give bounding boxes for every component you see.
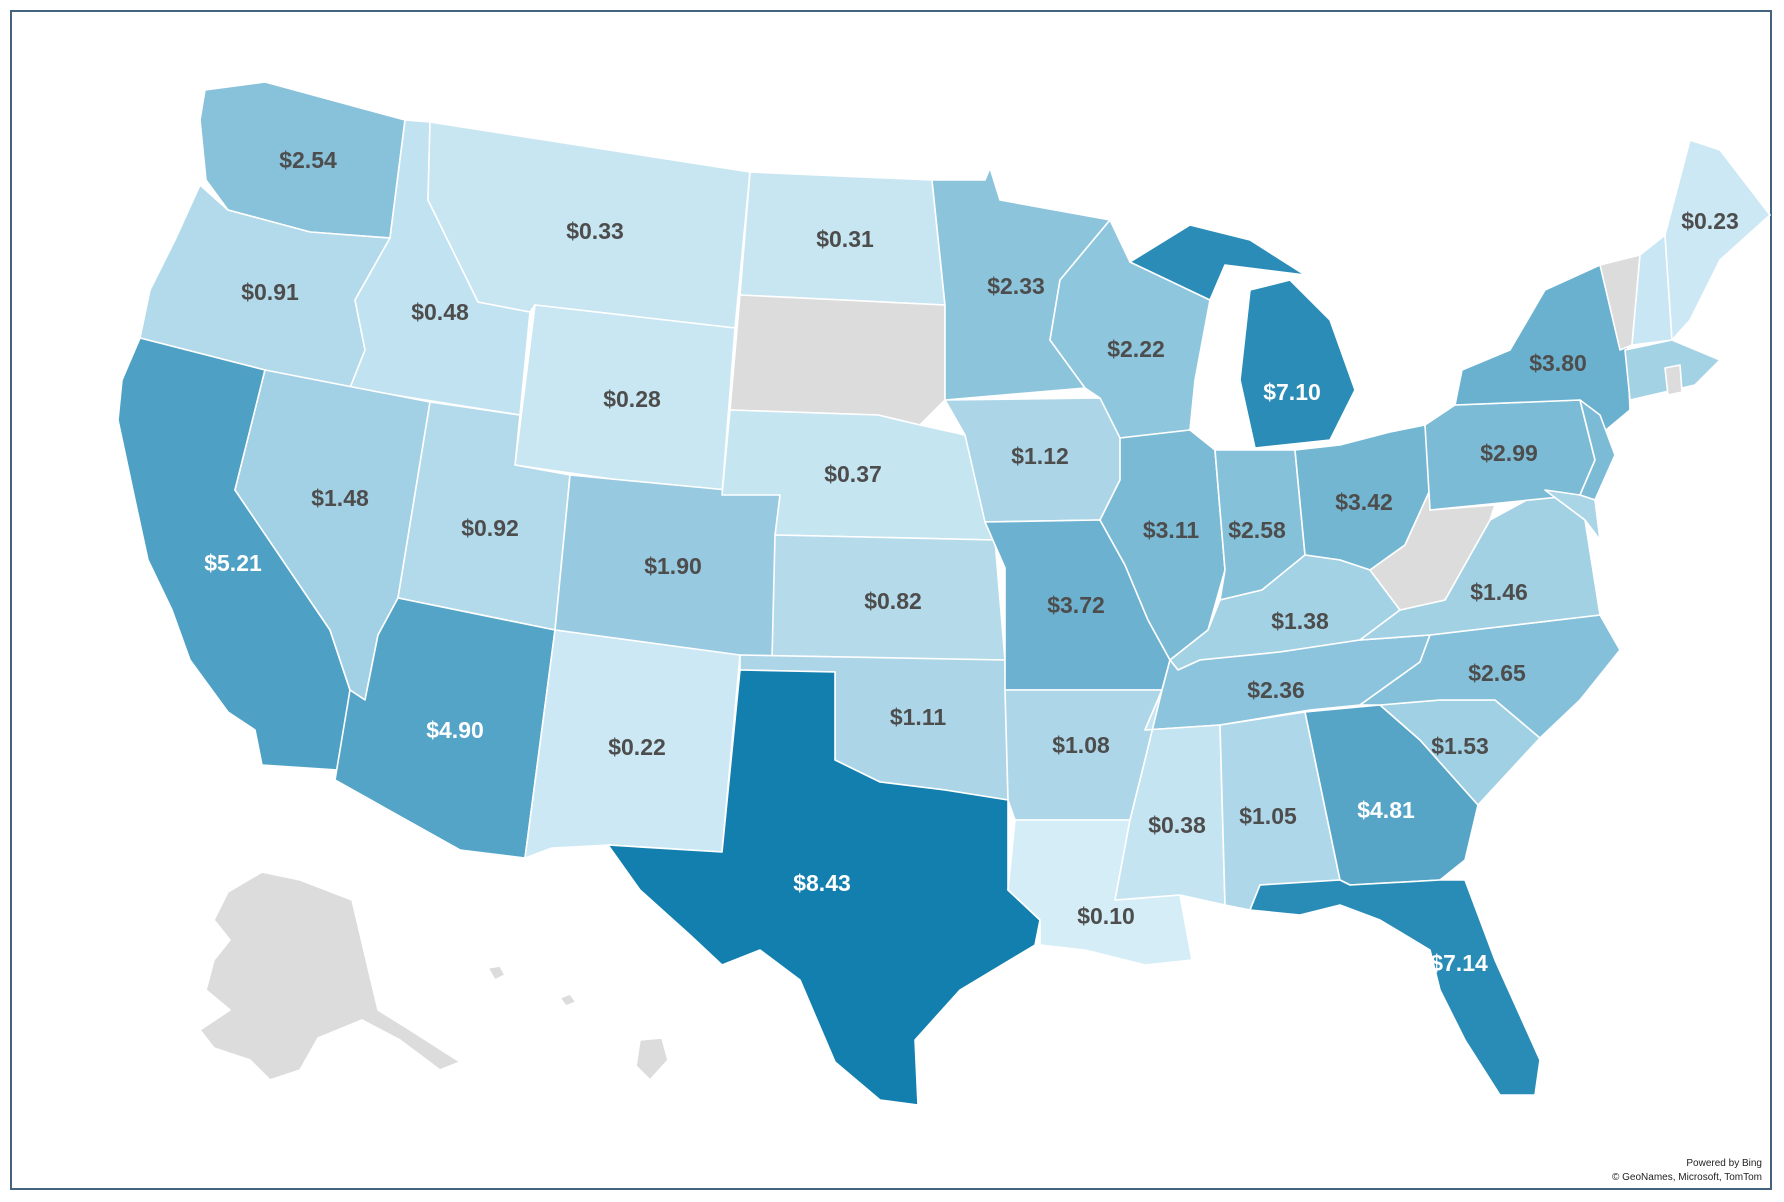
value-label-MN: $2.33 [987, 273, 1045, 299]
value-label-IA: $1.12 [1011, 443, 1069, 469]
value-label-UT: $0.92 [461, 515, 519, 541]
value-labels: $2.54 $0.91 $5.21 $0.48 $1.48 $0.33 $0.2… [204, 147, 1739, 976]
value-label-IL: $3.11 [1143, 517, 1199, 543]
value-label-MO: $3.72 [1047, 592, 1105, 618]
state-TX[interactable] [607, 669, 1041, 1106]
value-label-WI: $2.22 [1107, 336, 1165, 362]
value-label-IN: $2.58 [1228, 517, 1286, 543]
value-label-AL: $1.05 [1239, 803, 1297, 829]
value-label-OR: $0.91 [241, 279, 299, 305]
powered-by-text: Powered by Bing [1686, 1158, 1762, 1169]
state-MS[interactable] [1114, 689, 1226, 906]
value-label-AZ: $4.90 [426, 717, 484, 743]
value-label-ID: $0.48 [411, 299, 469, 325]
state-DE-MD[interactable] [1544, 489, 1601, 541]
value-label-OH: $3.42 [1335, 489, 1393, 515]
value-label-NE: $0.37 [824, 461, 882, 487]
state-AK[interactable] [199, 871, 461, 1081]
value-label-ME: $0.23 [1681, 208, 1739, 234]
value-label-VA: $1.46 [1470, 579, 1528, 605]
state-ME[interactable] [1664, 139, 1771, 341]
value-label-CA: $5.21 [204, 550, 262, 576]
value-label-GA: $4.81 [1357, 797, 1415, 823]
map-attribution: Powered by Bing © GeoNames, Microsoft, T… [1612, 1157, 1762, 1184]
value-label-WY: $0.28 [603, 386, 661, 412]
value-label-OK: $1.11 [890, 704, 946, 730]
value-label-TX: $8.43 [793, 870, 851, 896]
value-label-NC: $2.65 [1468, 660, 1526, 686]
value-label-LA: $0.10 [1077, 903, 1135, 929]
value-label-ND: $0.31 [816, 226, 874, 252]
state-MI[interactable] [1129, 224, 1356, 449]
state-SD[interactable] [729, 294, 946, 426]
value-label-NV: $1.48 [311, 485, 369, 511]
value-label-TN: $2.36 [1247, 677, 1305, 703]
state-HI[interactable] [487, 965, 669, 1081]
value-label-FL: $7.14 [1430, 950, 1488, 976]
value-label-MI: $7.10 [1263, 379, 1321, 405]
state-FL[interactable] [1249, 879, 1541, 1096]
value-label-AR: $1.08 [1052, 732, 1110, 758]
value-label-MT: $0.33 [566, 218, 624, 244]
value-label-MS: $0.38 [1148, 812, 1206, 838]
state-NC[interactable] [1359, 614, 1621, 739]
copyright-text: © GeoNames, Microsoft, TomTom [1612, 1171, 1762, 1183]
value-label-WA: $2.54 [279, 147, 337, 173]
value-label-KY: $1.38 [1271, 608, 1329, 634]
value-label-NY: $3.80 [1529, 350, 1587, 376]
state-RI[interactable] [1664, 364, 1683, 396]
value-label-SC: $1.53 [1431, 733, 1489, 759]
state-WV[interactable] [1369, 489, 1496, 611]
value-label-NM: $0.22 [608, 734, 666, 760]
value-label-KS: $0.82 [864, 588, 922, 614]
value-label-CO: $1.90 [644, 553, 702, 579]
value-label-PA: $2.99 [1480, 440, 1538, 466]
